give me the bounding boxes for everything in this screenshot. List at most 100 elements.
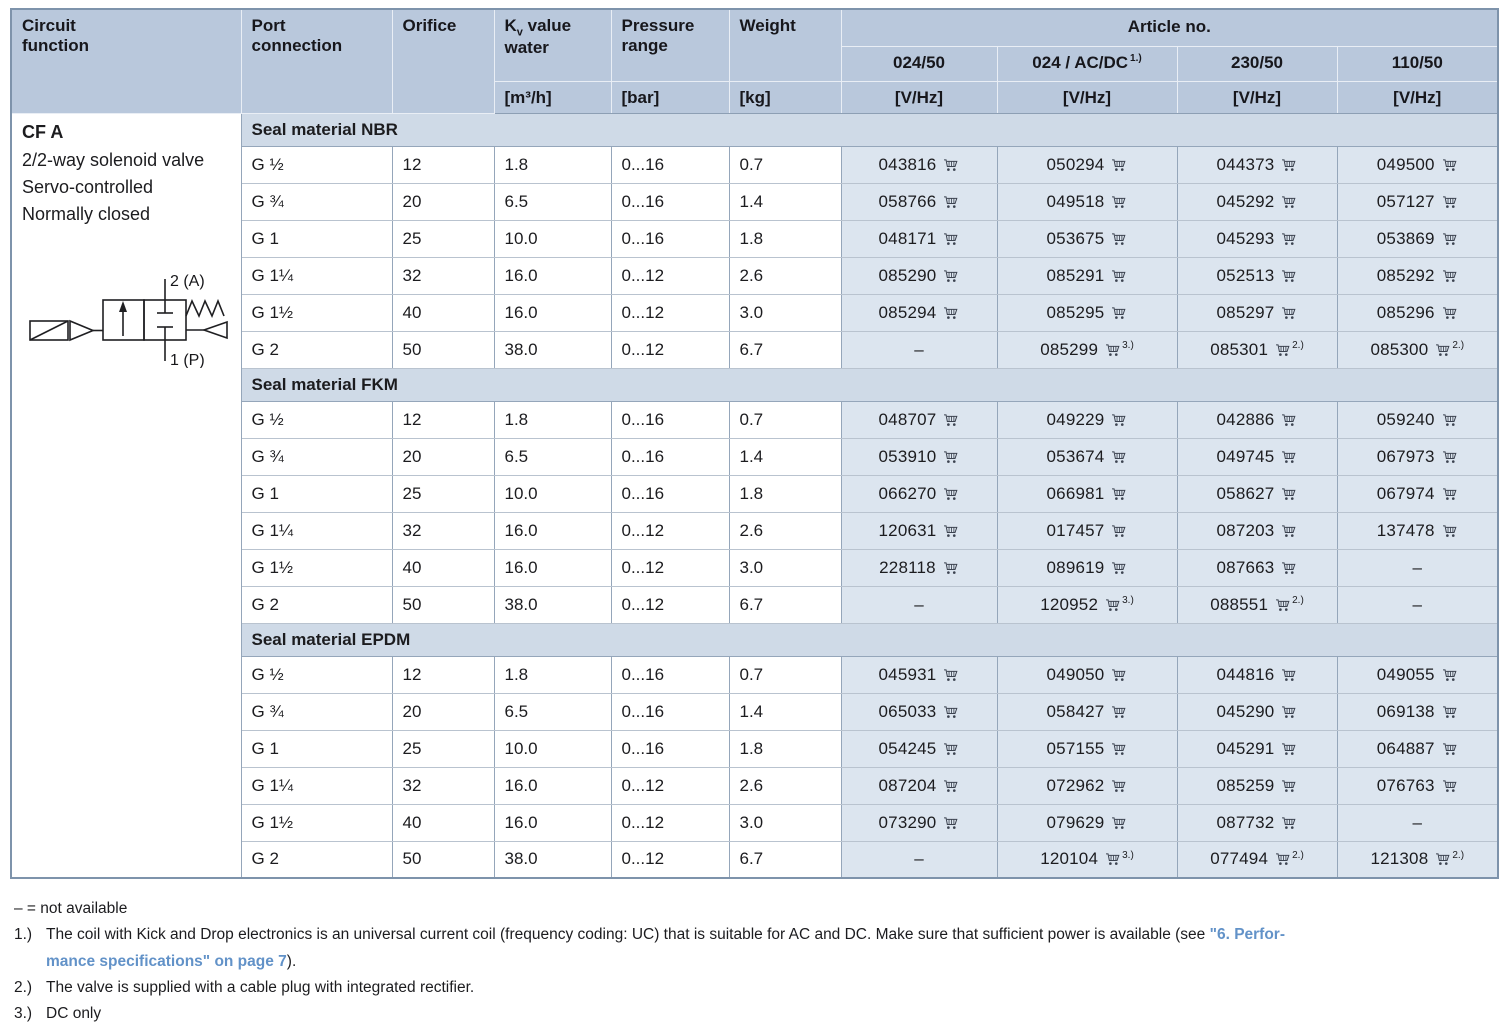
cart-icon[interactable] (1442, 195, 1458, 209)
cart-icon[interactable] (1105, 343, 1121, 357)
article-cell: 067973 (1336, 437, 1499, 476)
cart-icon[interactable] (943, 668, 959, 682)
cart-icon[interactable] (1442, 158, 1458, 172)
cart-icon[interactable] (943, 487, 959, 501)
performance-specs-link[interactable]: "6. Perfor- (1209, 926, 1286, 944)
article-number: 085299 (1040, 339, 1099, 359)
kv-value-cell: 1.8 (493, 145, 612, 184)
cart-icon[interactable] (1281, 668, 1297, 682)
article-number: 059240 (1376, 409, 1435, 429)
cart-icon[interactable] (1442, 742, 1458, 756)
port-connection-cell: G 1 (240, 474, 393, 513)
kv-value-cell: 10.0 (493, 729, 612, 768)
article-number: 053910 (878, 446, 937, 466)
cart-icon[interactable] (1442, 450, 1458, 464)
kv-subscript: v (516, 26, 523, 39)
cart-icon[interactable] (1105, 598, 1121, 612)
table-row: G 1¼ 32 16.0 0...12 2.6 120631 017457 087203 137… (11, 511, 1499, 550)
cart-icon[interactable] (1111, 816, 1127, 830)
performance-specs-link[interactable]: mance specifications" on page 7 (46, 952, 287, 970)
cart-icon[interactable] (1281, 816, 1297, 830)
port-label-bottom: 1 (P) (170, 352, 205, 368)
cart-icon[interactable] (1111, 705, 1127, 719)
cart-icon[interactable] (1111, 195, 1127, 209)
cart-icon[interactable] (1275, 852, 1291, 866)
cart-icon[interactable] (1442, 232, 1458, 246)
cart-icon[interactable] (1442, 306, 1458, 320)
cart-icon[interactable] (943, 269, 959, 283)
cart-icon[interactable] (1281, 779, 1297, 793)
col-header-circuit-function: Circuit function (10, 8, 242, 114)
cart-icon[interactable] (1281, 158, 1297, 172)
weight-cell: 1.4 (728, 692, 842, 731)
cart-icon[interactable] (943, 195, 959, 209)
cart-icon[interactable] (1442, 487, 1458, 501)
cart-icon[interactable] (1281, 232, 1297, 246)
cart-icon[interactable] (1435, 852, 1451, 866)
col-header-230-50: 230/50 (1176, 45, 1338, 82)
cart-icon[interactable] (1281, 269, 1297, 283)
weight-cell: 3.0 (728, 803, 842, 842)
cart-icon[interactable] (1111, 779, 1127, 793)
cart-icon[interactable] (1281, 413, 1297, 427)
cart-icon[interactable] (943, 524, 959, 538)
weight-cell: 1.4 (728, 437, 842, 476)
cart-icon[interactable] (1435, 343, 1451, 357)
cart-icon[interactable] (943, 306, 959, 320)
table-row: G ¾ 20 6.5 0...16 1.4 053910 053674 049745 06797… (11, 437, 1499, 476)
cart-icon[interactable] (943, 232, 959, 246)
orifice-cell: 40 (391, 293, 495, 332)
table-row: G 2 50 38.0 0...12 6.7 – 120952 3.) 088551 2.) – (11, 585, 1499, 624)
cart-icon[interactable] (1111, 742, 1127, 756)
weight-cell: 0.7 (728, 655, 842, 694)
cart-icon[interactable] (1111, 232, 1127, 246)
article-number: 017457 (1046, 520, 1105, 540)
article-number: 049050 (1046, 664, 1105, 684)
cart-icon[interactable] (943, 561, 959, 575)
cart-icon[interactable] (1442, 668, 1458, 682)
cart-icon[interactable] (1105, 852, 1121, 866)
col-header-article-no: Article no. (840, 8, 1499, 47)
cart-icon[interactable] (1442, 779, 1458, 793)
article-cell: 057155 (996, 729, 1178, 768)
cart-icon[interactable] (1111, 668, 1127, 682)
cart-icon[interactable] (1281, 561, 1297, 575)
cart-icon[interactable] (943, 158, 959, 172)
cart-icon[interactable] (1281, 487, 1297, 501)
cart-icon[interactable] (1111, 158, 1127, 172)
cart-icon[interactable] (1442, 413, 1458, 427)
cart-icon[interactable] (1442, 269, 1458, 283)
pressure-range-cell: 0...16 (610, 219, 730, 258)
article-number: 049229 (1046, 409, 1105, 429)
cart-icon[interactable] (943, 705, 959, 719)
cart-icon[interactable] (1281, 742, 1297, 756)
weight-cell: 1.8 (728, 729, 842, 768)
cart-icon[interactable] (1111, 561, 1127, 575)
cart-icon[interactable] (1111, 413, 1127, 427)
cart-icon[interactable] (943, 450, 959, 464)
cart-icon[interactable] (1442, 705, 1458, 719)
cart-icon[interactable] (1281, 306, 1297, 320)
cart-icon[interactable] (943, 742, 959, 756)
cart-icon[interactable] (1111, 269, 1127, 283)
cart-icon[interactable] (1281, 524, 1297, 538)
cart-icon[interactable] (1281, 450, 1297, 464)
cart-icon[interactable] (1111, 306, 1127, 320)
cart-icon[interactable] (1111, 450, 1127, 464)
cart-icon[interactable] (1442, 524, 1458, 538)
cart-icon[interactable] (943, 413, 959, 427)
cart-icon[interactable] (1111, 524, 1127, 538)
cart-icon[interactable] (1111, 487, 1127, 501)
orifice-cell: 50 (391, 330, 495, 369)
cart-icon[interactable] (1281, 705, 1297, 719)
cart-icon[interactable] (1281, 195, 1297, 209)
article-number: 058627 (1216, 483, 1275, 503)
col-header-weight: Weight (728, 8, 842, 82)
cart-icon[interactable] (943, 816, 959, 830)
port-connection-cell: G ¾ (240, 182, 393, 221)
port-connection-cell: G 1½ (240, 548, 393, 587)
article-number: 049518 (1046, 191, 1105, 211)
cart-icon[interactable] (943, 779, 959, 793)
cart-icon[interactable] (1275, 343, 1291, 357)
cart-icon[interactable] (1275, 598, 1291, 612)
